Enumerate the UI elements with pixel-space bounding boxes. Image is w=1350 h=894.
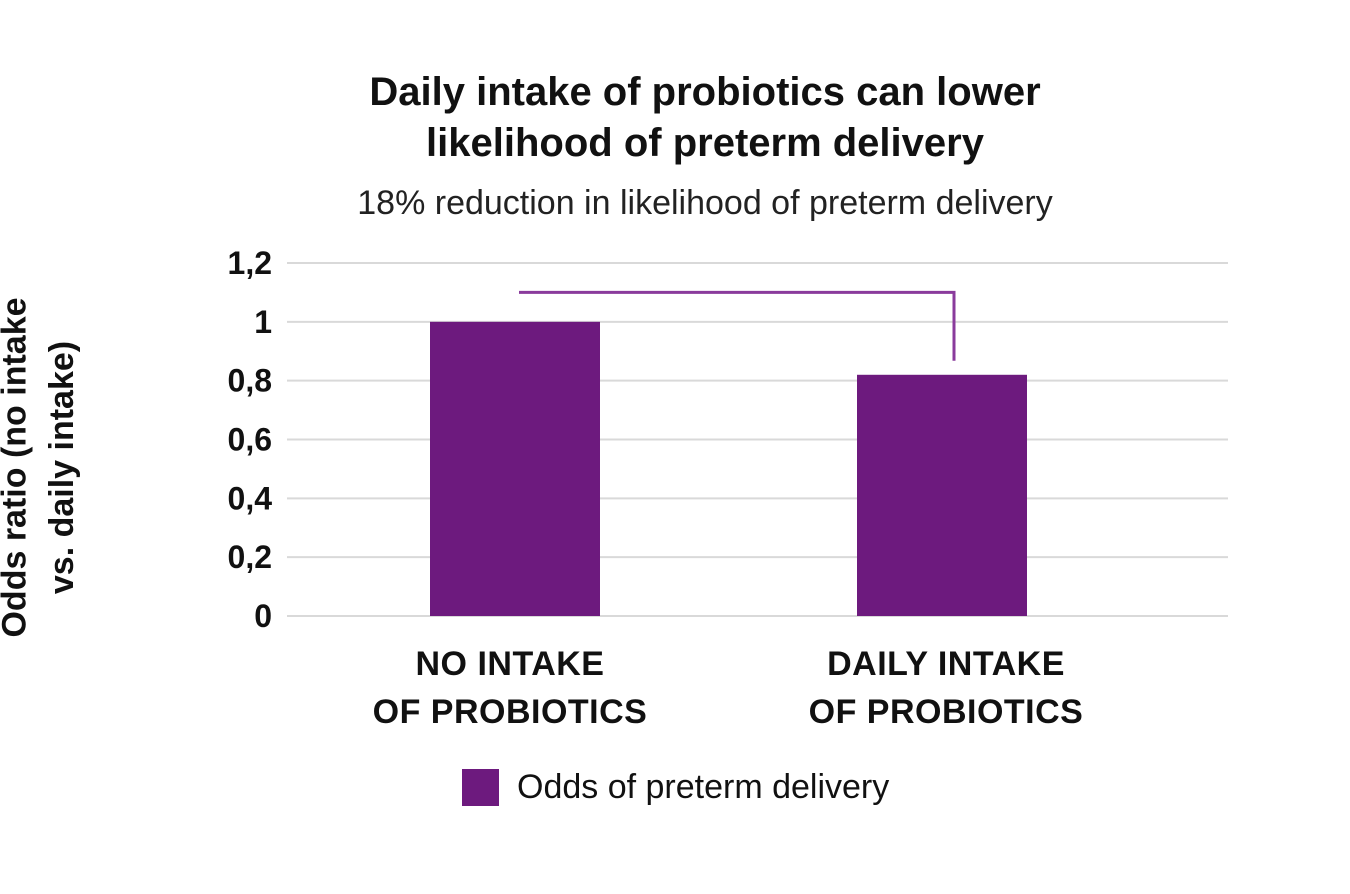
y-axis-label-line-1: Odds ratio (no intake: [0, 297, 34, 638]
y-tick-label: 0,8: [228, 363, 272, 399]
y-axis-label-line-2: vs. daily intake): [43, 340, 82, 595]
legend-swatch: [462, 769, 499, 806]
y-tick-label: 1,2: [228, 245, 272, 281]
y-tick-label: 0,6: [228, 422, 272, 458]
x-category-label-line: DAILY INTAKE: [827, 645, 1065, 683]
x-category-label-no-intake: NO INTAKE OF PROBIOTICS: [310, 640, 710, 736]
y-tick-label: 0,4: [228, 480, 273, 516]
bar: [430, 321, 600, 616]
chart-subtitle: 18% reduction in likelihood of preterm d…: [357, 184, 1053, 222]
x-category-label-line: OF PROBIOTICS: [372, 693, 648, 731]
y-tick-label: 0,2: [228, 539, 272, 575]
y-tick-label: 1: [254, 304, 272, 340]
x-category-label-line: OF PROBIOTICS: [808, 693, 1084, 731]
chart-legend: Odds of preterm delivery: [462, 768, 889, 807]
chart-title-line-2: likelihood of preterm delivery: [426, 121, 984, 165]
x-category-label-daily-intake: DAILY INTAKE OF PROBIOTICS: [746, 640, 1146, 736]
bar: [857, 374, 1027, 616]
comparison-bracket: [519, 290, 956, 361]
x-category-label-line: NO INTAKE: [415, 645, 605, 683]
legend-label: Odds of preterm delivery: [517, 768, 890, 806]
y-tick-label: 0: [254, 598, 272, 634]
chart-title-line-1: Daily intake of probiotics can lower: [369, 70, 1041, 114]
